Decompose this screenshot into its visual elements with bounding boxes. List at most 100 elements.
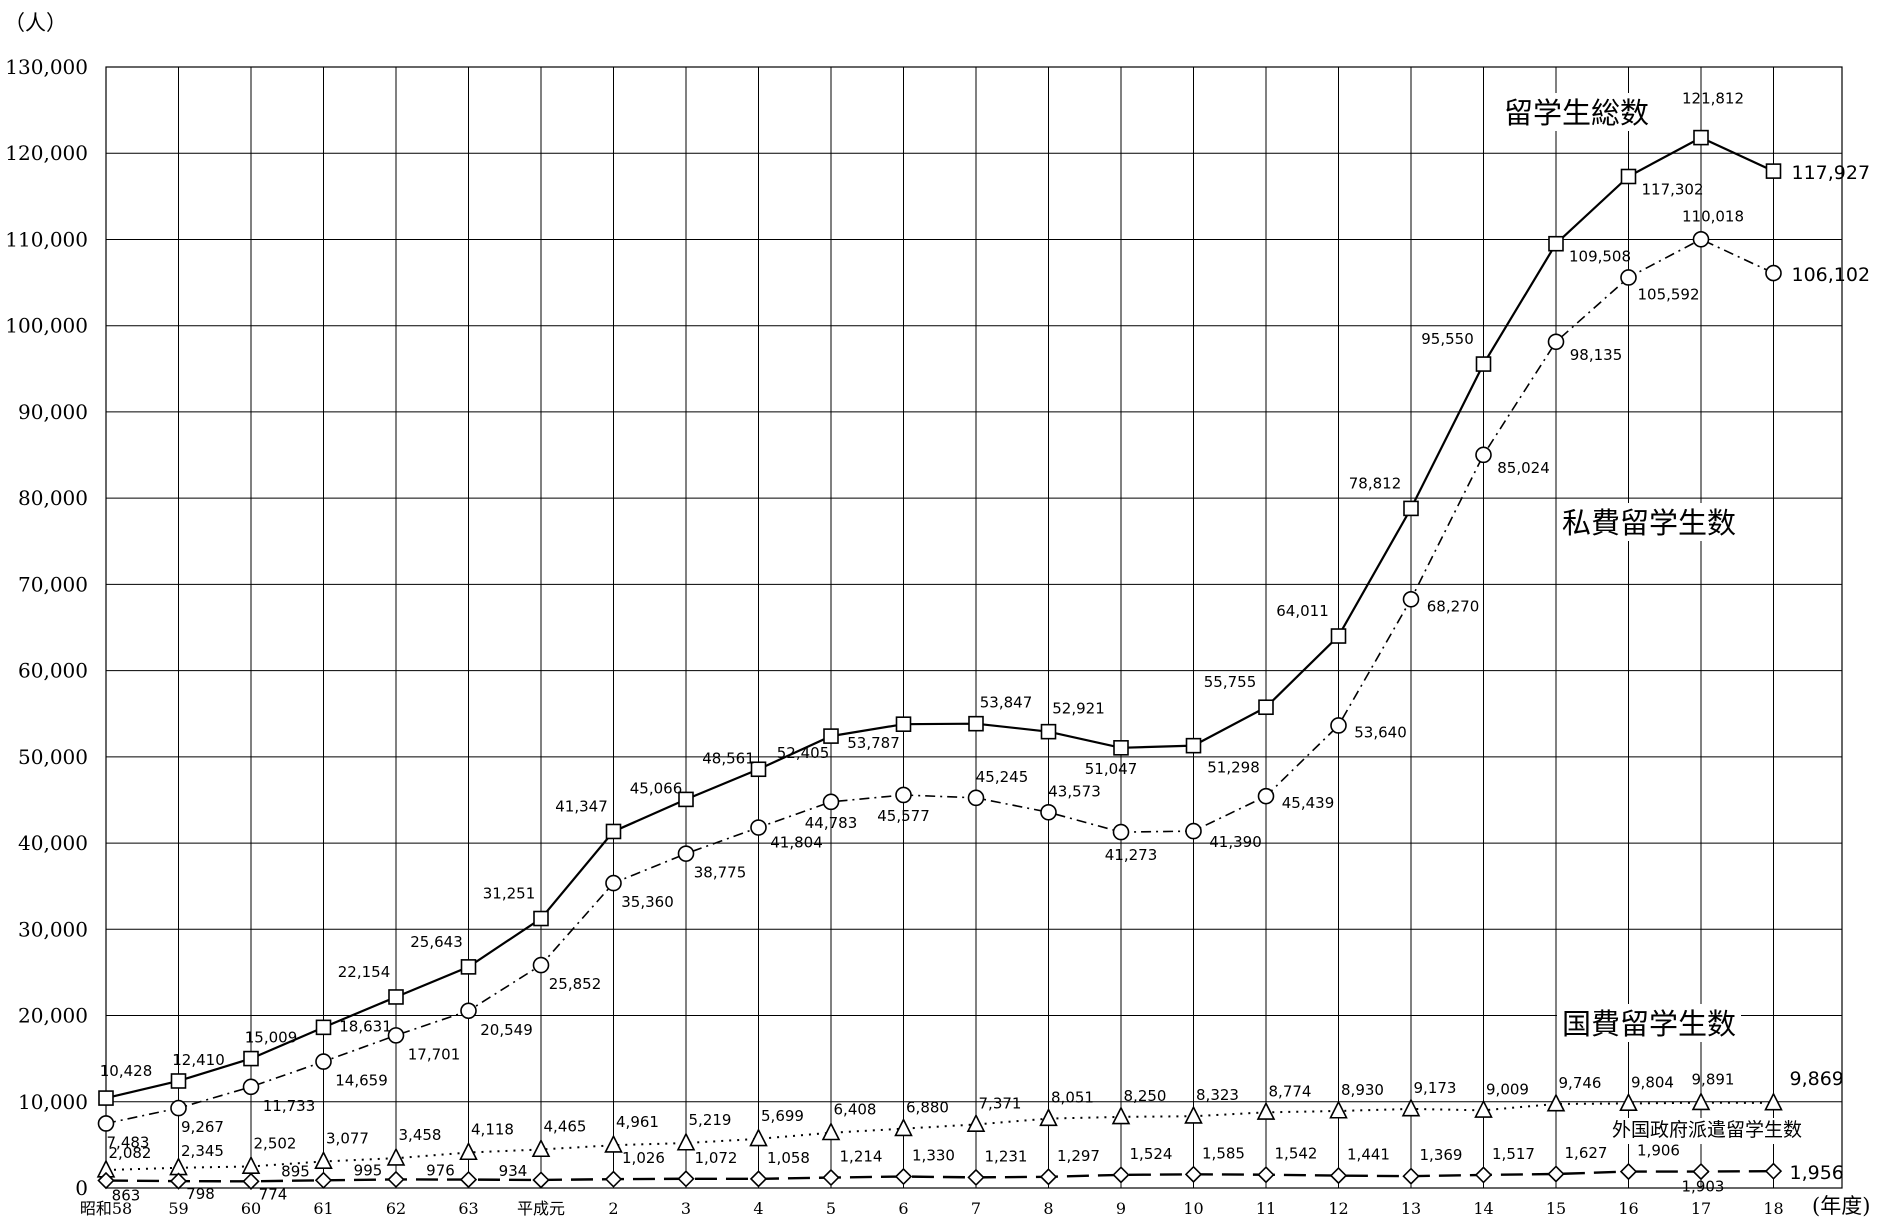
y-tick-label: 40,000 bbox=[18, 831, 88, 855]
square-marker bbox=[1403, 500, 1419, 517]
circle-marker bbox=[1547, 333, 1565, 351]
circle-marker bbox=[532, 956, 550, 974]
y-tick-label: 0 bbox=[75, 1176, 88, 1200]
triangle-marker bbox=[531, 1138, 551, 1158]
data-label: 41,390 bbox=[1209, 833, 1262, 851]
x-tick-label: 18 bbox=[1763, 1199, 1783, 1218]
y-tick-label: 80,000 bbox=[18, 486, 88, 510]
diamond-marker bbox=[1474, 1166, 1493, 1184]
square-marker bbox=[1258, 699, 1274, 716]
data-label: 3,458 bbox=[399, 1126, 442, 1144]
data-label: 25,643 bbox=[410, 933, 463, 951]
series-name-bg bbox=[1557, 1004, 1741, 1042]
data-label: 45,245 bbox=[976, 768, 1029, 786]
square-marker bbox=[968, 715, 984, 732]
diamond-marker bbox=[822, 1168, 840, 1187]
data-label: 1,214 bbox=[840, 1148, 883, 1166]
data-label: 9,009 bbox=[1486, 1080, 1529, 1098]
data-label: 68,270 bbox=[1427, 597, 1480, 615]
circle-marker bbox=[605, 874, 622, 892]
triangle-marker bbox=[169, 1157, 188, 1176]
data-label: 995 bbox=[354, 1161, 383, 1179]
data-label: 9,746 bbox=[1559, 1074, 1602, 1092]
series-name-label: 私費留学生数 bbox=[1562, 506, 1736, 540]
x-axis-unit: (年度) bbox=[1812, 1194, 1870, 1218]
x-tick-label: 5 bbox=[826, 1199, 836, 1218]
square-marker bbox=[1548, 235, 1564, 252]
data-label: 106,102 bbox=[1792, 264, 1871, 286]
data-label: 895 bbox=[281, 1162, 310, 1180]
x-tick-label: 17 bbox=[1691, 1199, 1711, 1218]
data-label: 117,302 bbox=[1641, 180, 1703, 198]
data-label: 44,783 bbox=[805, 814, 858, 832]
data-label: 9,891 bbox=[1692, 1071, 1735, 1089]
diamond-marker bbox=[1692, 1162, 1710, 1181]
triangle-marker bbox=[676, 1132, 696, 1151]
y-tick-label: 60,000 bbox=[18, 659, 88, 683]
data-label: 41,804 bbox=[770, 834, 823, 852]
x-tick-label: 3 bbox=[681, 1199, 691, 1218]
x-tick-label: 16 bbox=[1618, 1199, 1638, 1218]
square-marker bbox=[605, 823, 622, 840]
square-marker bbox=[823, 728, 839, 744]
triangle-marker bbox=[749, 1128, 768, 1147]
data-label: 7,371 bbox=[979, 1094, 1022, 1112]
data-label: 1,441 bbox=[1347, 1146, 1390, 1164]
circle-marker bbox=[315, 1053, 332, 1070]
x-tick-label: 15 bbox=[1546, 1199, 1566, 1218]
data-label: 4,118 bbox=[471, 1120, 514, 1138]
data-label: 85,024 bbox=[1497, 459, 1550, 477]
square-marker bbox=[1330, 628, 1347, 644]
x-tick-label: 2 bbox=[608, 1199, 618, 1218]
data-label: 9,267 bbox=[181, 1118, 224, 1136]
data-label: 41,347 bbox=[555, 797, 608, 815]
data-label: 1,627 bbox=[1565, 1144, 1608, 1162]
data-label: 98,135 bbox=[1570, 346, 1623, 364]
data-label: 53,847 bbox=[980, 694, 1033, 712]
data-label: 11,733 bbox=[263, 1097, 316, 1115]
data-label: 774 bbox=[259, 1185, 288, 1203]
series-name-label: 国費留学生数 bbox=[1562, 1007, 1736, 1041]
x-tick-label: 61 bbox=[313, 1199, 333, 1218]
diamond-marker bbox=[1329, 1166, 1348, 1185]
circle-marker bbox=[387, 1027, 405, 1044]
data-label: 53,640 bbox=[1354, 723, 1407, 741]
triangle-marker bbox=[1546, 1093, 1566, 1112]
square-marker bbox=[1113, 740, 1129, 756]
triangle-marker bbox=[1691, 1091, 1711, 1111]
data-label: 9,804 bbox=[1631, 1073, 1674, 1091]
data-label: 1,585 bbox=[1202, 1144, 1245, 1162]
circle-marker bbox=[1620, 269, 1637, 286]
triangle-marker bbox=[459, 1141, 478, 1161]
circle-marker bbox=[1692, 231, 1710, 248]
square-marker bbox=[533, 910, 549, 927]
data-label: 8,250 bbox=[1124, 1087, 1167, 1105]
data-label: 95,550 bbox=[1421, 330, 1474, 348]
diamond-marker bbox=[967, 1168, 985, 1187]
data-label: 934 bbox=[499, 1162, 528, 1180]
data-label: 5,219 bbox=[689, 1111, 732, 1129]
circle-marker bbox=[895, 786, 912, 804]
square-marker bbox=[388, 989, 404, 1005]
square-marker bbox=[1620, 168, 1637, 185]
data-label: 7,483 bbox=[107, 1133, 150, 1151]
data-label: 1,026 bbox=[622, 1149, 665, 1167]
x-tick-label: 7 bbox=[971, 1199, 981, 1218]
data-label: 52,405 bbox=[777, 744, 830, 762]
data-label: 8,774 bbox=[1269, 1082, 1312, 1100]
data-label: 2,082 bbox=[109, 1144, 152, 1162]
data-label: 2,345 bbox=[181, 1142, 224, 1160]
data-label: 2,502 bbox=[254, 1134, 297, 1152]
circle-marker bbox=[1040, 803, 1057, 821]
diamond-marker bbox=[1764, 1162, 1783, 1180]
data-label: 1,297 bbox=[1057, 1147, 1100, 1165]
diamond-marker bbox=[314, 1171, 333, 1189]
x-tick-label: 9 bbox=[1116, 1199, 1126, 1218]
triangle-marker bbox=[1329, 1100, 1348, 1119]
triangle-marker bbox=[604, 1134, 623, 1153]
data-label: 8,930 bbox=[1341, 1081, 1384, 1099]
diamond-marker bbox=[749, 1170, 768, 1188]
grid bbox=[105, 66, 1843, 1189]
circle-marker bbox=[677, 845, 695, 862]
